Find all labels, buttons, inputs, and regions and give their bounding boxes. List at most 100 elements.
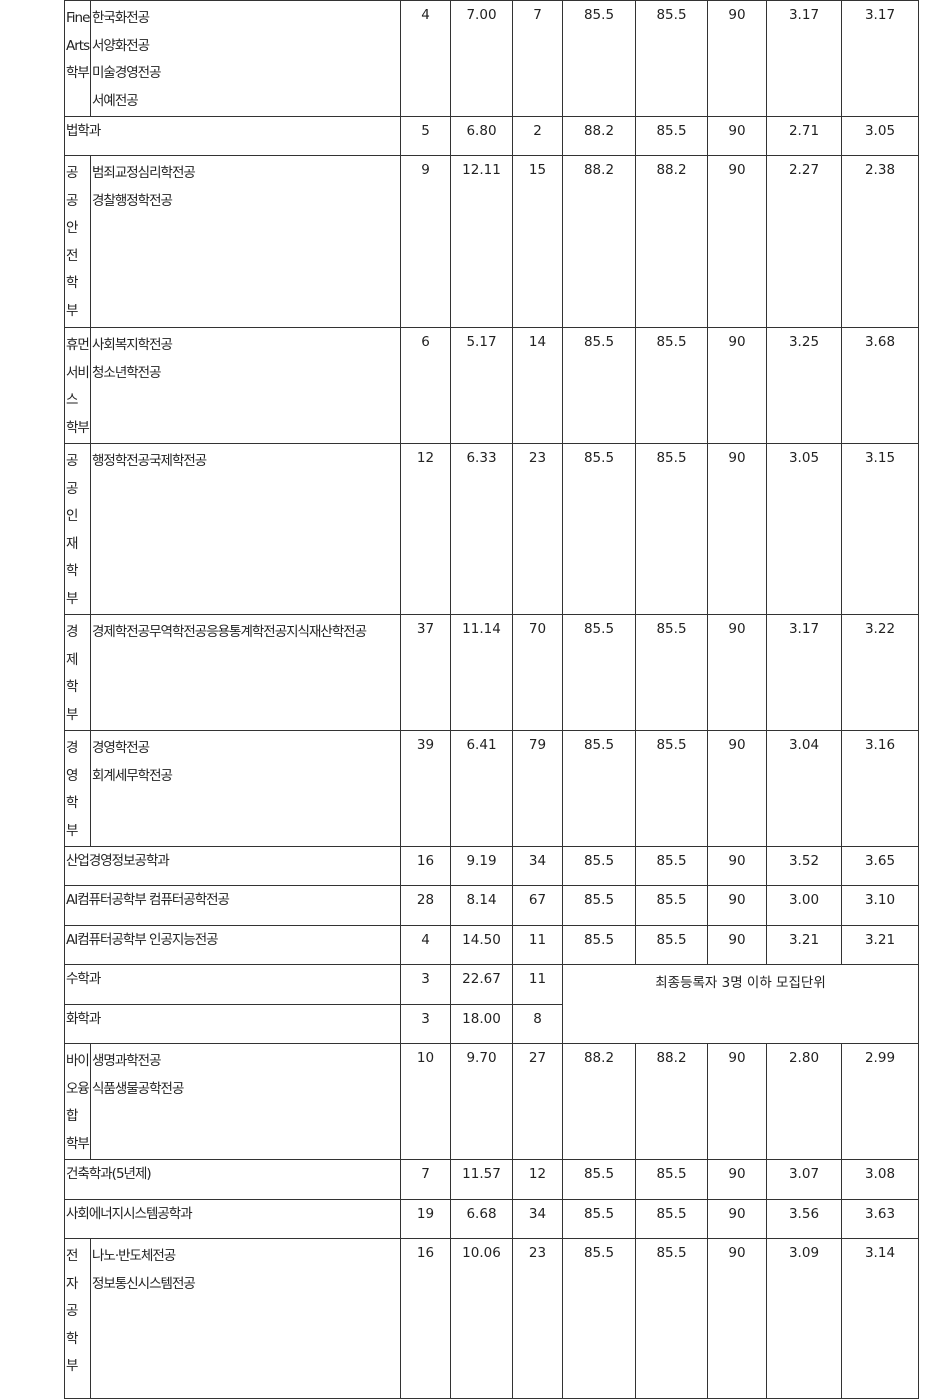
value-cell: 85.5: [635, 1159, 708, 1200]
value-cell: 85.5: [635, 327, 708, 444]
value-cell: 90: [707, 614, 767, 731]
value-cell: 2: [512, 116, 563, 156]
value-cell: 23: [512, 443, 563, 615]
group-name-cell: 경 영 학 부: [64, 730, 91, 847]
group-name-cell: 전 자 공 학 부: [64, 1238, 91, 1399]
value-cell: 85.5: [562, 0, 636, 117]
value-cell: 85.5: [635, 730, 708, 847]
value-cell: 3.22: [841, 614, 919, 731]
merged-note-cell: 최종등록자 3명 이하 모집단위: [562, 964, 919, 1044]
value-cell: 8.14: [450, 885, 513, 926]
value-cell: 90: [707, 1159, 767, 1200]
value-cell: 88.2: [562, 1043, 636, 1160]
table-row: 전 자 공 학 부 나노·반도체전공 정보통신시스템전공 16 10.06 23 85.5…: [64, 1238, 919, 1399]
value-cell: 85.5: [562, 885, 636, 926]
value-cell: 90: [707, 846, 767, 886]
value-cell: 14.50: [450, 925, 513, 965]
value-cell: 85.5: [562, 443, 636, 615]
value-cell: 90: [707, 1238, 767, 1399]
value-cell: 85.5: [562, 327, 636, 444]
value-cell: 85.5: [635, 116, 708, 156]
value-cell: 3.16: [841, 730, 919, 847]
value-cell: 28: [400, 885, 451, 926]
value-cell: 85.5: [562, 1199, 636, 1239]
value-cell: 2.38: [841, 155, 919, 328]
value-cell: 7: [512, 0, 563, 117]
group-name-cell: 휴먼 서비 스 학부: [64, 327, 91, 444]
table-row: 공 공 인 재 학 부 행정학전공국제학전공 12 6.33 23 85.5 85.5 90 3…: [64, 443, 919, 615]
value-cell: 22.67: [450, 964, 513, 1005]
value-cell: 3.09: [766, 1238, 842, 1399]
value-cell: 90: [707, 116, 767, 156]
group-name-cell: Fine Arts 학부: [64, 0, 91, 117]
value-cell: 9: [400, 155, 451, 328]
value-cell: 15: [512, 155, 563, 328]
value-cell: 85.5: [562, 846, 636, 886]
group-name-cell: 공 공 인 재 학 부: [64, 443, 91, 615]
value-cell: 3.15: [841, 443, 919, 615]
group-name-cell: 경 제 학 부: [64, 614, 91, 731]
table-row: 법학과 5 6.80 2 88.2 85.5 90 2.71 3.05: [64, 116, 919, 156]
value-cell: 3.21: [841, 925, 919, 965]
value-cell: 7.00: [450, 0, 513, 117]
value-cell: 12: [512, 1159, 563, 1200]
department-cell: 수학과: [64, 964, 401, 1005]
value-cell: 90: [707, 1043, 767, 1160]
department-cell: AI컴퓨터공학부 컴퓨터공학전공: [64, 885, 401, 926]
value-cell: 2.80: [766, 1043, 842, 1160]
table-row: 화학과 3 18.00 8: [64, 1004, 919, 1044]
value-cell: 3.63: [841, 1199, 919, 1239]
table-row: 경 영 학 부 경영학전공 회계세무학전공 39 6.41 79 85.5 85.5 90 3.…: [64, 730, 919, 847]
value-cell: 3.14: [841, 1238, 919, 1399]
value-cell: 2.99: [841, 1043, 919, 1160]
majors-cell: 경영학전공 회계세무학전공: [90, 730, 401, 847]
value-cell: 18.00: [450, 1004, 513, 1044]
table-row: 사회에너지시스템공학과 19 6.68 34 85.5 85.5 90 3.56 3.63: [64, 1199, 919, 1239]
value-cell: 3.68: [841, 327, 919, 444]
value-cell: 90: [707, 885, 767, 926]
value-cell: 85.5: [562, 925, 636, 965]
value-cell: 3: [400, 1004, 451, 1044]
department-cell: 화학과: [64, 1004, 401, 1044]
department-cell: 사회에너지시스템공학과: [64, 1199, 401, 1239]
value-cell: 3: [400, 964, 451, 1005]
value-cell: 19: [400, 1199, 451, 1239]
value-cell: 67: [512, 885, 563, 926]
value-cell: 11: [512, 925, 563, 965]
value-cell: 8: [512, 1004, 563, 1044]
table-row: 공 공 안 전 학 부 범죄교정심리학전공 경찰행정학전공 9 12.11 15 88.2…: [64, 155, 919, 328]
value-cell: 3.25: [766, 327, 842, 444]
table-row: 휴먼 서비 스 학부 사회복지학전공 청소년학전공 6 5.17 14 85.5 85.5 9…: [64, 327, 919, 444]
value-cell: 4: [400, 0, 451, 117]
value-cell: 85.5: [562, 1238, 636, 1399]
value-cell: 11.57: [450, 1159, 513, 1200]
value-cell: 85.5: [562, 730, 636, 847]
value-cell: 3.65: [841, 846, 919, 886]
value-cell: 6.33: [450, 443, 513, 615]
value-cell: 3.21: [766, 925, 842, 965]
value-cell: 88.2: [562, 155, 636, 328]
value-cell: 90: [707, 1199, 767, 1239]
value-cell: 70: [512, 614, 563, 731]
value-cell: 90: [707, 327, 767, 444]
value-cell: 88.2: [635, 155, 708, 328]
value-cell: 2.71: [766, 116, 842, 156]
value-cell: 85.5: [635, 846, 708, 886]
value-cell: 5: [400, 116, 451, 156]
value-cell: 6.68: [450, 1199, 513, 1239]
value-cell: 85.5: [635, 614, 708, 731]
value-cell: 10.06: [450, 1238, 513, 1399]
value-cell: 3.00: [766, 885, 842, 926]
value-cell: 23: [512, 1238, 563, 1399]
value-cell: 3.10: [841, 885, 919, 926]
table-row: 건축학과(5년제) 7 11.57 12 85.5 85.5 90 3.07 3.08: [64, 1159, 919, 1200]
value-cell: 12: [400, 443, 451, 615]
table-row: 바이 오융 합 학부 생명과학전공 식품생물공학전공 10 9.70 27 88.2 88.…: [64, 1043, 919, 1160]
admissions-results-table: Fine Arts 학부 한국화전공 서양화전공 미술경영전공 서예전공 4 7.00…: [64, 0, 919, 1399]
value-cell: 37: [400, 614, 451, 731]
value-cell: 85.5: [562, 1159, 636, 1200]
table-row: AI컴퓨터공학부 컴퓨터공학전공 28 8.14 67 85.5 85.5 90 3.00 3.…: [64, 885, 919, 926]
department-cell: 건축학과(5년제): [64, 1159, 401, 1200]
value-cell: 85.5: [635, 885, 708, 926]
value-cell: 90: [707, 730, 767, 847]
